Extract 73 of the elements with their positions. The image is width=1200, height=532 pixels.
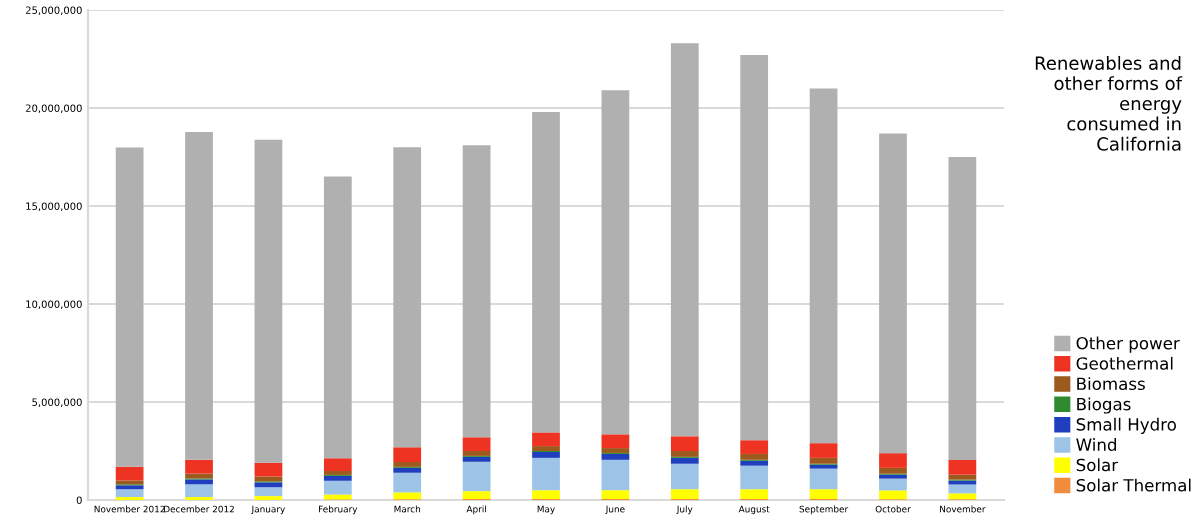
bar — [254, 476, 283, 482]
bar — [809, 457, 838, 464]
bar — [601, 490, 630, 500]
bar — [115, 489, 144, 498]
bar — [532, 457, 560, 491]
bar — [185, 484, 213, 498]
bar — [740, 460, 769, 466]
bar — [670, 43, 699, 437]
bar — [393, 147, 422, 448]
legend-label: Solar Thermal — [1076, 478, 1191, 492]
bar — [393, 492, 422, 500]
bar — [740, 489, 769, 500]
bar — [670, 489, 699, 500]
bar — [601, 434, 630, 449]
bar — [809, 468, 838, 490]
bar — [323, 480, 352, 495]
bar — [670, 451, 699, 457]
bar — [462, 437, 491, 451]
bar — [740, 55, 769, 441]
bar — [323, 475, 352, 481]
legend-label: Small Hydro — [1076, 417, 1176, 434]
bar — [115, 466, 144, 481]
bar — [185, 459, 213, 474]
bar — [254, 487, 283, 497]
bar — [948, 474, 977, 480]
bar — [948, 460, 977, 475]
bar — [670, 457, 699, 464]
legend-label: Geothermal — [1076, 356, 1173, 370]
legend-label: Wind — [1076, 438, 1116, 451]
bar — [185, 479, 213, 485]
bar — [809, 489, 838, 500]
bar — [670, 436, 699, 451]
bar — [462, 461, 491, 492]
bar — [532, 111, 560, 433]
legend-label: Biogas — [1077, 397, 1131, 414]
bar — [879, 453, 907, 468]
bar — [740, 453, 769, 460]
bar — [948, 484, 977, 494]
bar — [670, 463, 699, 490]
bar — [254, 462, 283, 477]
legend-label: Other power — [1076, 336, 1180, 353]
bar — [601, 459, 630, 491]
bar — [254, 482, 283, 488]
legend-label: Solar — [1076, 458, 1119, 472]
bar — [879, 133, 907, 454]
bar — [809, 88, 838, 444]
bar — [809, 443, 838, 458]
bar — [879, 467, 907, 474]
bar — [393, 461, 422, 467]
bar — [254, 139, 283, 463]
bar — [948, 157, 977, 461]
bar — [601, 453, 630, 460]
bar — [879, 490, 907, 500]
bar — [462, 145, 491, 438]
bar — [462, 491, 491, 500]
bar — [948, 493, 977, 500]
bar — [393, 472, 422, 493]
bar — [879, 478, 907, 491]
bar — [740, 440, 769, 454]
bar — [185, 131, 213, 460]
bar — [601, 90, 630, 435]
bar — [393, 447, 422, 462]
bar — [532, 451, 560, 458]
bar — [323, 176, 352, 459]
bar — [532, 432, 560, 447]
text: Renewables and other forms of energy consumed in California — [1035, 55, 1183, 151]
bar — [740, 465, 769, 490]
bar — [462, 456, 491, 462]
legend-label: Biomass — [1077, 377, 1145, 391]
bar — [115, 147, 144, 467]
bar — [532, 490, 560, 500]
bar — [323, 458, 352, 471]
bar — [393, 467, 422, 473]
